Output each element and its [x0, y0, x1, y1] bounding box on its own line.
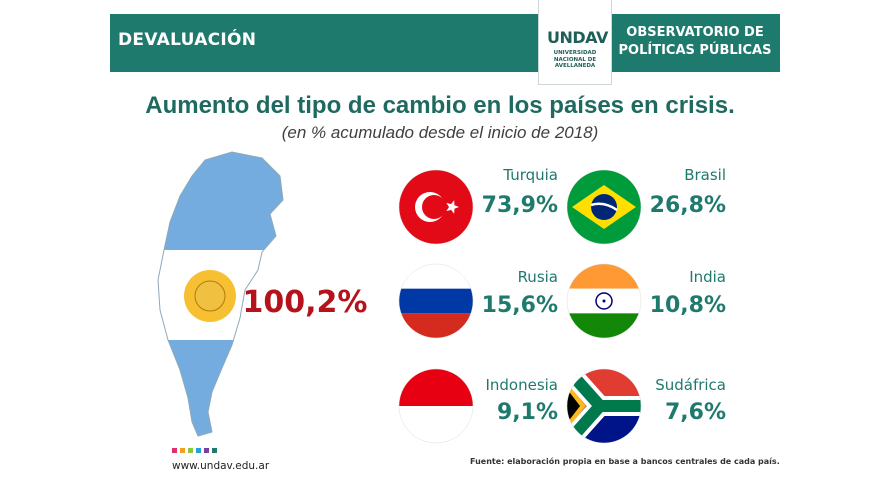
brand-dot — [180, 448, 185, 453]
footer-url: www.undav.edu.ar — [172, 460, 270, 472]
observatorio-line2: POLÍTICAS PÚBLICAS — [618, 43, 772, 58]
flag-brasil-icon — [566, 169, 642, 245]
logo-mark: UNDAV — [547, 28, 608, 47]
source-note: Fuente: elaboración propia en base a ban… — [470, 457, 780, 466]
flag-rusia-icon — [398, 263, 474, 339]
logo-text: UNIVERSIDAD NACIONAL DE AVELLANEDA — [553, 50, 597, 69]
value-label: 73,9% — [482, 193, 558, 218]
country-label: Rusia — [518, 268, 558, 286]
brand-dots — [172, 448, 217, 453]
observatorio-title: OBSERVATORIO DE POLÍTICAS PÚBLICAS — [614, 24, 776, 60]
labels-layer: 100,2% Turquia 73,9% Brasil 26,8% Rusia 15,6% I… — [243, 166, 726, 425]
country-label: Turquia — [502, 166, 558, 184]
brand-dot — [196, 448, 201, 453]
value-label: 15,6% — [482, 293, 558, 318]
country-label: India — [689, 268, 726, 286]
value-label: 9,1% — [497, 400, 558, 425]
flag-turquía-icon — [398, 169, 474, 245]
country-label: Indonesia — [485, 376, 558, 394]
brand-dot — [204, 448, 209, 453]
chart-title: Aumento del tipo de cambio en los países… — [145, 92, 735, 119]
brand-dot — [172, 448, 177, 453]
chart-subtitle: (en % acumulado desde el inicio de 2018) — [281, 123, 599, 142]
brand-dot — [212, 448, 217, 453]
undav-logo: UNDAV UNIVERSIDAD NACIONAL DE AVELLANEDA — [538, 0, 612, 85]
value-label-argentina: 100,2% — [243, 285, 368, 320]
value-label: 7,6% — [665, 400, 726, 425]
section-title: DEVALUACIÓN — [118, 30, 257, 50]
brand-dot — [188, 448, 193, 453]
header-bar — [110, 14, 780, 72]
flag-india-icon — [566, 263, 642, 339]
country-label: Sudáfrica — [655, 376, 726, 394]
country-label: Brasil — [684, 166, 726, 184]
flag-indonesia-icon — [398, 368, 474, 444]
value-label: 10,8% — [650, 293, 726, 318]
flag-sudáfrica-icon — [566, 368, 642, 444]
observatorio-line1: OBSERVATORIO DE — [626, 25, 764, 40]
value-label: 26,8% — [650, 193, 726, 218]
sun-of-may-icon — [184, 270, 236, 322]
